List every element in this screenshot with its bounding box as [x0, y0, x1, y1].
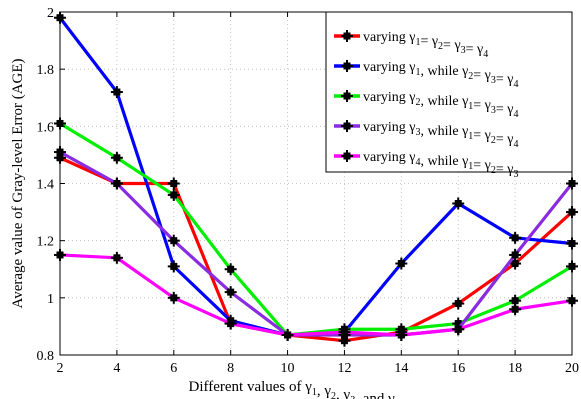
- y-tick-label: 1.8: [37, 63, 55, 78]
- series-1: [54, 151, 578, 347]
- x-tick-label: 12: [337, 361, 351, 376]
- legend-label: varying γ1= γ2= γ3= γ4: [363, 30, 488, 60]
- x-tick-label: 6: [170, 361, 177, 376]
- y-tick-label: 1: [47, 292, 54, 307]
- data-point: [509, 303, 522, 316]
- data-point: [452, 323, 465, 336]
- x-tick-label: 10: [281, 361, 295, 376]
- data-point: [509, 231, 522, 244]
- axis-ticks: 2 4 6 8 10 12 14 16 18 20 0.8 1 1.2 1.4 1.6 1.8 2: [37, 6, 580, 376]
- legend-label: varying γ3, while γ1= γ2= γ4: [363, 120, 518, 150]
- y-tick-label: 1.2: [37, 235, 55, 250]
- data-point: [452, 297, 465, 310]
- data-point: [224, 286, 237, 299]
- data-point: [281, 328, 294, 341]
- y-tick-label: 0.8: [37, 349, 55, 364]
- legend-entry: varying γ4, while γ1= γ2= γ3: [334, 150, 518, 180]
- legend-box: [325, 11, 573, 173]
- data-point: [110, 151, 123, 164]
- data-point: [395, 257, 408, 270]
- series-5: [54, 248, 578, 341]
- data-point: [167, 291, 180, 304]
- legend-label: varying γ1, while γ2= γ3= γ4: [363, 60, 518, 90]
- legend-label: varying γ2, while γ1= γ3= γ4: [363, 90, 518, 120]
- data-point: [338, 326, 351, 339]
- legend-entry: varying γ2, while γ1= γ3= γ4: [334, 90, 518, 120]
- series-line: [59, 156, 574, 343]
- data-point: [110, 177, 123, 190]
- y-tick-label: 2: [47, 6, 54, 21]
- data-point: [110, 251, 123, 264]
- data-point: [224, 317, 237, 330]
- series-line: [59, 253, 573, 337]
- legend-entry: varying γ1, while γ2= γ3= γ4: [334, 60, 518, 90]
- y-tick-label: 1.4: [37, 178, 55, 193]
- x-axis-label: Different values of γ1, γ2, γ3, and γ4.: [189, 379, 404, 399]
- x-tick-label: 8: [227, 361, 234, 376]
- data-point: [452, 197, 465, 210]
- x-tick-label: 4: [113, 361, 120, 376]
- x-tick-label: 20: [565, 361, 579, 376]
- data-point: [509, 248, 522, 261]
- y-tick-label: 1.6: [37, 120, 55, 135]
- x-tick-label: 14: [394, 361, 408, 376]
- y-axis-label: Average value of Gray-level Error (AGE): [10, 58, 26, 308]
- legend-entry: varying γ3, while γ1= γ2= γ4: [334, 120, 518, 150]
- legend-entry: varying γ1= γ2= γ3= γ4: [334, 30, 488, 60]
- data-point: [167, 260, 180, 273]
- x-tick-label: 18: [508, 361, 522, 376]
- x-tick-label: 16: [451, 361, 465, 376]
- data-point: [167, 177, 180, 190]
- data-point: [167, 188, 180, 201]
- data-point: [224, 263, 237, 276]
- data-point: [167, 234, 180, 247]
- data-point: [395, 328, 408, 341]
- data-point: [110, 86, 123, 99]
- legend-label: varying γ4, while γ1= γ2= γ3: [363, 150, 518, 180]
- x-tick-label: 2: [57, 361, 64, 376]
